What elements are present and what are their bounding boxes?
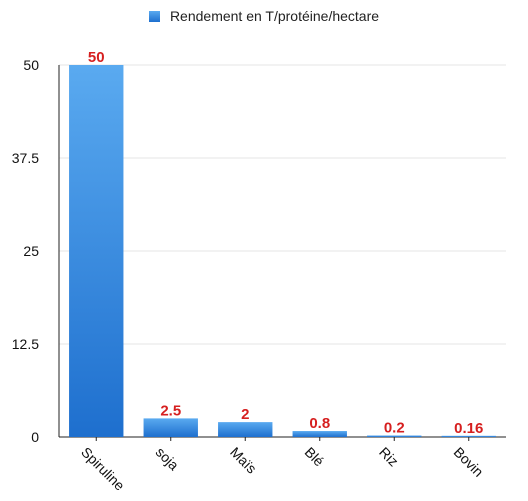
data-label: 0.8 (309, 415, 330, 432)
category-label: Riz (376, 444, 402, 470)
data-label: 2 (241, 406, 249, 423)
legend: Rendement en T/protéine/hectare (0, 8, 528, 24)
y-tick-label: 12.5 (12, 336, 39, 352)
bar-2 (218, 422, 273, 437)
bar-5 (441, 435, 496, 437)
y-tick-label: 50 (23, 57, 39, 73)
data-label: 2.5 (160, 402, 181, 419)
y-tick-label: 25 (23, 243, 39, 259)
bars (69, 65, 496, 437)
bar-1 (143, 418, 198, 437)
bar-3 (292, 431, 347, 437)
category-label: Bovin (451, 444, 487, 480)
bar-4 (367, 435, 422, 437)
data-label: 0.16 (454, 420, 483, 437)
axes: 0 12.5 25 37.5 50 (12, 57, 506, 445)
grid-lines (59, 64, 506, 345)
category-label: Maïs (227, 444, 260, 477)
y-tick-label: 37.5 (12, 150, 39, 166)
category-label: Spiruline (78, 444, 128, 494)
category-label: soja (153, 444, 183, 474)
legend-swatch (148, 11, 160, 22)
category-label: Blé (302, 444, 328, 470)
data-label: 50 (88, 49, 105, 66)
y-tick-label: 0 (31, 429, 39, 445)
labels: 50 Spiruline 2.5 soja 2 Maïs 0.8 Blé 0.2 Riz 0.16 B… (78, 48, 487, 494)
data-label: 0.2 (384, 420, 405, 437)
legend-label: Rendement en T/protéine/hectare (169, 8, 380, 24)
bar-0 (69, 65, 124, 437)
